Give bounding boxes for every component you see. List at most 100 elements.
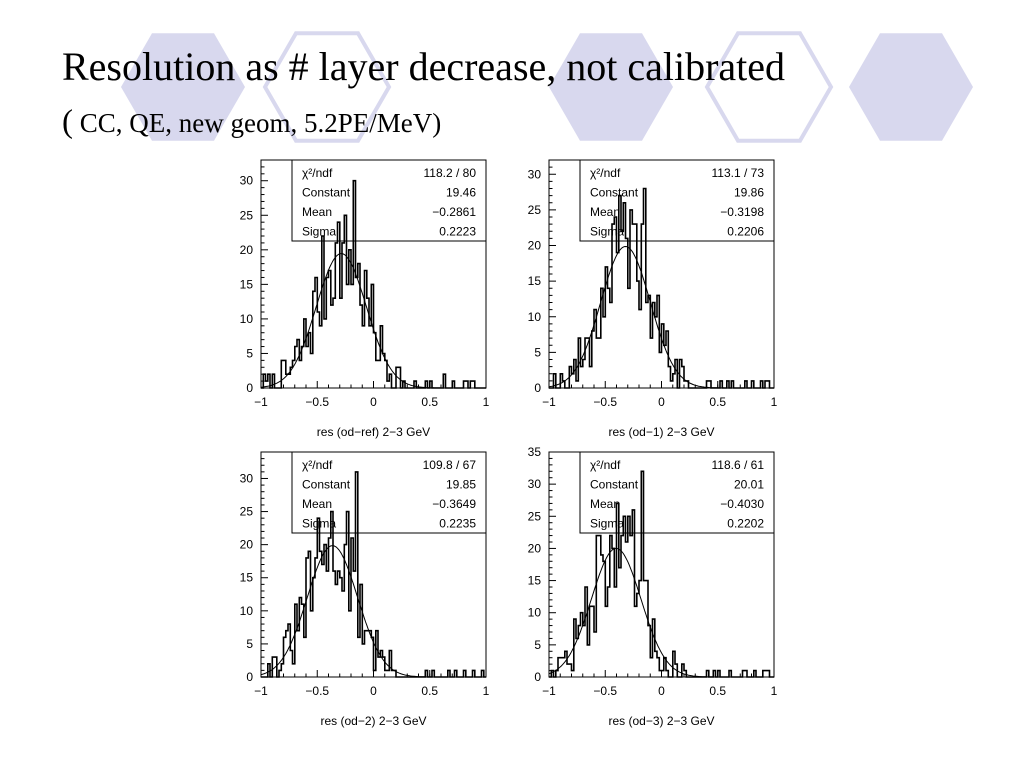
histogram-panel-2: 0 5 10 15 20 25 30 −1 −0.5 0 0.5 1 res (od−1) 2−3 Ge… [528,159,778,439]
y-tick-label: 30 [528,167,542,181]
gaussian-fit-curve [260,545,486,678]
x-tick-label: −1 [542,395,556,409]
y-tick-label: 25 [528,203,542,217]
x-tick-label: −0.5 [305,395,329,409]
stats-label: χ²/ndf [302,166,333,180]
slide-title: Resolution as # layer decrease, not cali… [62,44,786,89]
y-tick-label: 25 [240,505,254,519]
x-tick-label: −1 [254,684,268,698]
gaussian-fit-curve [260,253,486,389]
y-tick-label: 15 [240,571,254,585]
y-tick-label: 20 [240,538,254,552]
histogram-panel-4: 0 5 10 15 20 25 30 35 −1 −0.5 0 0.5 1 res (od−3) 2−3 … [528,445,778,728]
stats-value: 19.46 [446,186,476,200]
stats-value: 20.01 [734,478,764,492]
subtitle-text: CC, QE, new geom, 5.2PE/MeV [73,108,433,138]
y-tick-label: 10 [240,312,254,326]
x-axis-title: res (od−3) 2−3 GeV [608,714,714,728]
x-axis-title: res (od−1) 2−3 GeV [608,425,714,439]
stats-value: −0.2861 [432,205,476,219]
stats-label: χ²/ndf [590,458,621,472]
histogram-panel-3: 0 5 10 15 20 25 30 −1 −0.5 0 0.5 1 res (od−2) 2−3 Ge… [240,451,490,728]
background-hexagon-3 [549,33,673,141]
stats-label: Mean [590,205,620,219]
stats-label: Constant [302,186,351,200]
stats-label: Mean [302,497,332,511]
slide-subtitle: ( CC, QE, new geom, 5.2PE/MeV) [62,104,441,141]
x-tick-label: −0.5 [593,684,617,698]
x-tick-label: 1 [771,395,778,409]
stats-label: Sigma [590,517,624,531]
y-tick-label: 0 [246,670,253,684]
y-tick-label: 20 [528,541,542,555]
x-tick-label: 0.5 [709,395,726,409]
x-tick-label: −1 [254,395,268,409]
gaussian-fit-curve [548,547,774,678]
stats-label: Mean [590,497,620,511]
stats-box [579,451,775,534]
stats-value: 0.2223 [439,225,476,239]
x-axis-title: res (od−2) 2−3 GeV [320,714,426,728]
y-tick-label: 35 [528,445,542,459]
y-tick-label: 10 [528,606,542,620]
y-tick-label: 25 [240,208,254,222]
subtitle-close-paren: ) [432,108,442,138]
y-tick-label: 15 [528,274,542,288]
x-tick-label: 0 [658,395,665,409]
stats-label: Constant [302,478,351,492]
stats-value: 19.86 [734,186,764,200]
stats-value: 118.6 / 61 [712,458,765,472]
x-tick-label: −0.5 [305,684,329,698]
x-tick-label: 0.5 [421,684,438,698]
stats-label: χ²/ndf [590,166,621,180]
stats-value: 118.2 / 80 [424,166,477,180]
y-tick-label: 30 [528,477,542,491]
y-tick-label: 30 [240,471,254,485]
y-tick-label: 5 [534,345,541,359]
y-tick-label: 0 [534,670,541,684]
x-tick-label: 1 [483,684,490,698]
stats-label: Mean [302,205,332,219]
stats-value: 0.2235 [439,517,476,531]
stats-value: −0.3198 [720,205,764,219]
background-hexagon-2 [262,31,392,143]
stats-box [291,451,487,534]
x-tick-label: 1 [771,684,778,698]
y-tick-label: 15 [528,574,542,588]
x-tick-label: 0 [370,395,377,409]
histogram-bins [549,187,774,389]
stats-label: Sigma [302,225,336,239]
y-tick-label: 30 [240,174,254,188]
stats-label: Sigma [302,517,336,531]
stats-label: Sigma [590,225,624,239]
x-tick-label: 0.5 [421,395,438,409]
stats-value: 113.1 / 73 [712,166,765,180]
stats-box [579,159,775,242]
stats-value: 0.2206 [727,225,764,239]
y-tick-label: 0 [534,381,541,395]
stats-value: −0.4030 [720,497,764,511]
x-tick-label: 1 [483,395,490,409]
x-tick-label: 0 [658,684,665,698]
x-tick-label: 0 [370,684,377,698]
stats-label: Constant [590,478,639,492]
stats-value: 0.2202 [727,517,764,531]
x-tick-label: −1 [542,684,556,698]
stats-value: 109.8 / 67 [423,458,477,472]
stats-label: χ²/ndf [302,458,333,472]
y-tick-label: 25 [528,509,542,523]
stats-box [291,159,487,242]
y-tick-label: 0 [246,381,253,395]
y-tick-label: 20 [528,239,542,253]
x-tick-label: 0.5 [709,684,726,698]
y-tick-label: 10 [528,310,542,324]
y-tick-label: 10 [240,604,254,618]
subtitle-open-paren: ( [62,104,73,140]
x-tick-label: −0.5 [593,395,617,409]
y-tick-label: 15 [240,277,254,291]
y-tick-label: 5 [534,638,541,652]
background-hexagon-1 [121,33,245,141]
y-tick-label: 5 [246,346,253,360]
